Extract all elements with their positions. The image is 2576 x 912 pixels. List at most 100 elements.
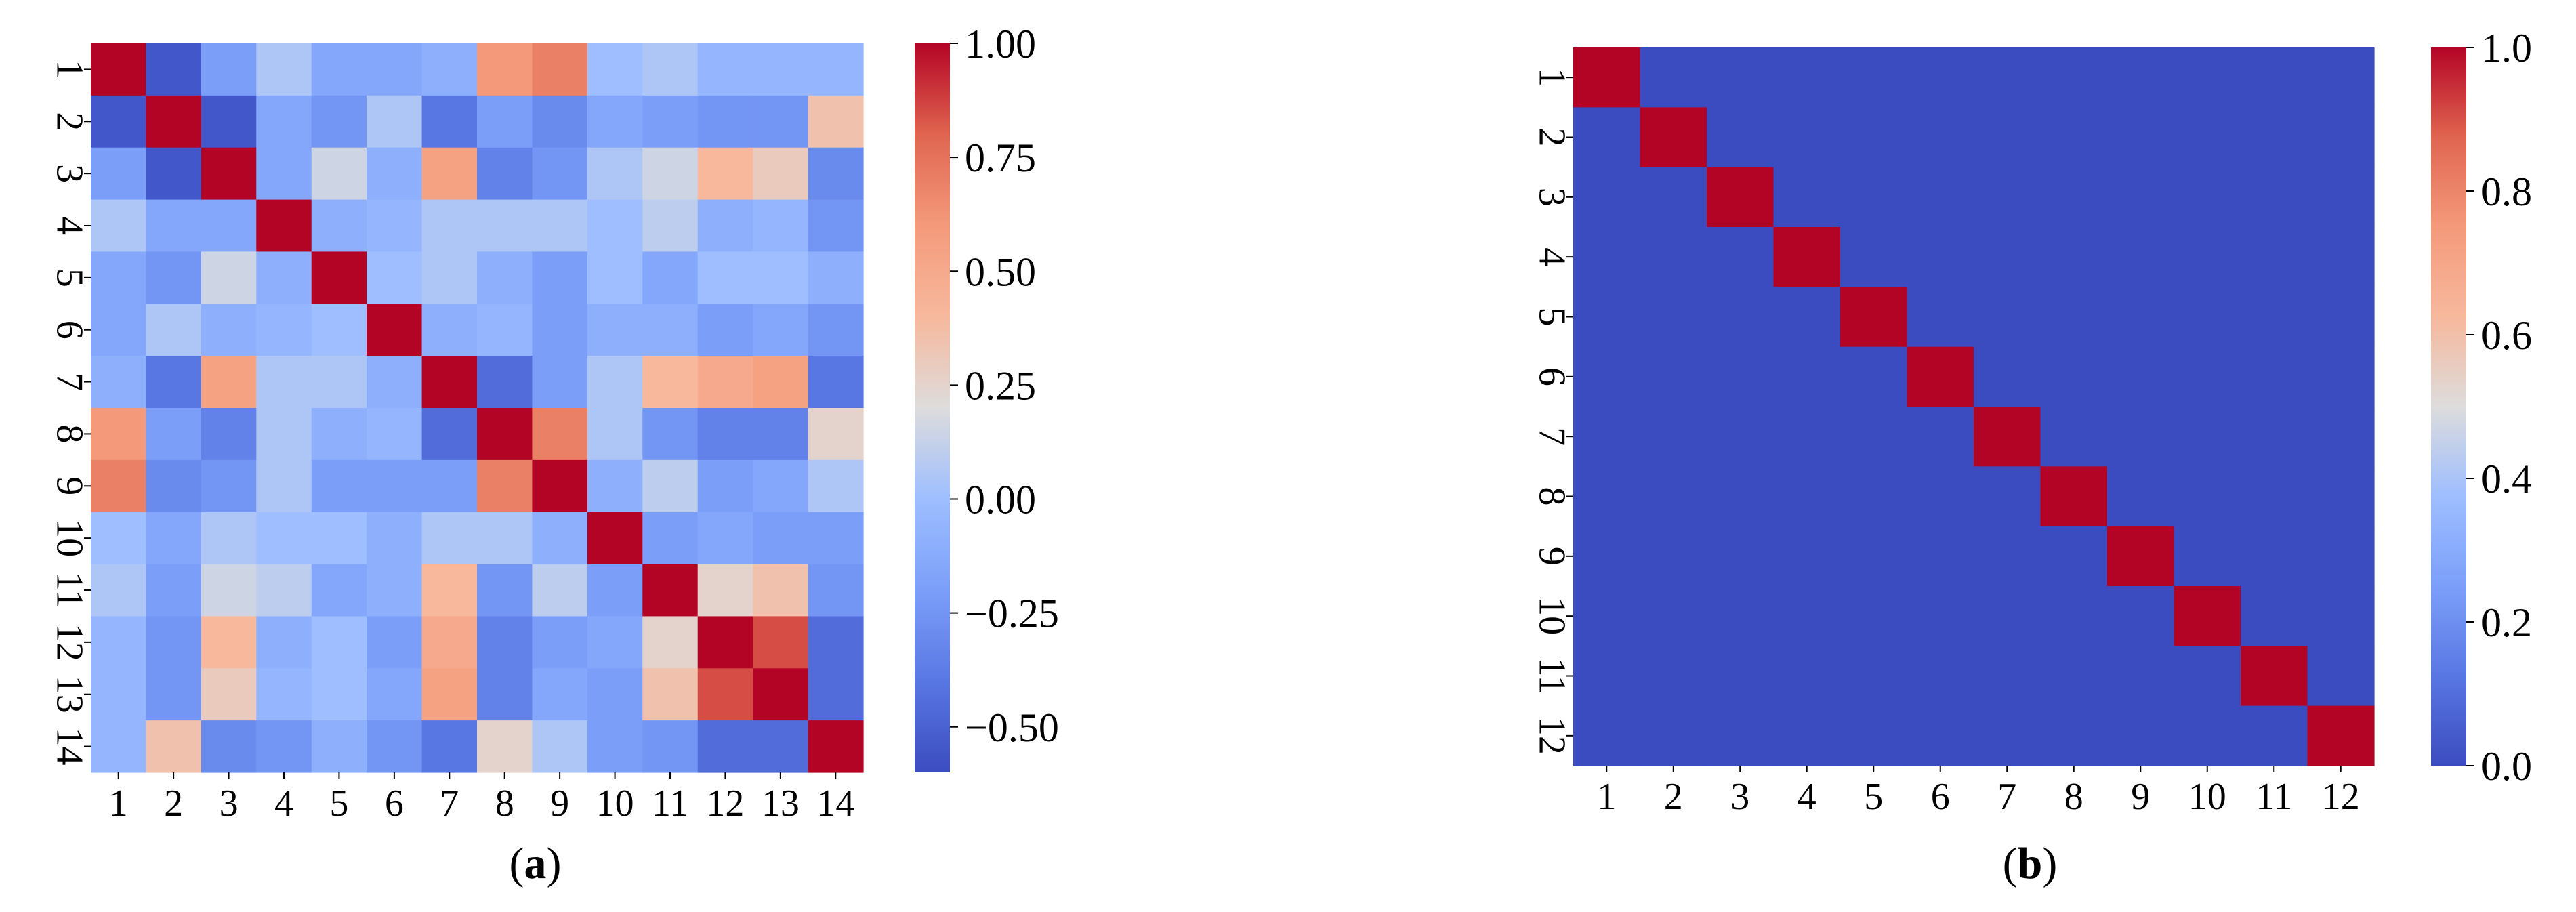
heatmap-cell	[201, 251, 257, 304]
heatmap-cell	[2107, 167, 2175, 228]
heatmap-cell	[256, 251, 312, 304]
heatmap-cell	[146, 199, 202, 253]
heatmap-cell	[201, 43, 257, 96]
heatmap-cell	[2174, 167, 2241, 228]
heatmap-cell	[808, 564, 864, 617]
heatmap-cell	[808, 43, 864, 96]
y-tick-label: 12	[48, 623, 90, 661]
heatmap-cell	[256, 147, 312, 201]
heatmap-cell	[421, 199, 478, 253]
heatmap-cell	[2107, 407, 2175, 467]
heatmap-cell	[421, 720, 478, 773]
heatmap-cell	[2174, 705, 2241, 766]
heatmap-cell	[1573, 107, 1641, 168]
heatmap-cell	[146, 408, 202, 461]
heatmap-cell	[2174, 107, 2241, 168]
heatmap-cell	[367, 95, 423, 148]
heatmap-cell	[753, 95, 809, 148]
heatmap-cell	[2107, 227, 2175, 287]
heatmap-cell	[697, 251, 753, 304]
heatmap-cell	[753, 616, 809, 669]
heatmap-cell	[753, 564, 809, 617]
heatmap-cell	[697, 459, 753, 513]
y-tick-label: 1	[1531, 68, 1573, 87]
heatmap-cell	[2241, 107, 2308, 168]
heatmap-cell	[1907, 227, 1974, 287]
heatmap-cell	[808, 251, 864, 304]
x-tick-label: 1	[1597, 776, 1616, 818]
y-tick-label: 3	[48, 164, 90, 183]
heatmap-cell	[587, 512, 643, 565]
heatmap-cell	[1974, 227, 2041, 287]
heatmap-cell	[2241, 646, 2308, 707]
heatmap-cell	[1974, 407, 2041, 467]
heatmap-cell	[642, 43, 699, 96]
heatmap-cell	[532, 304, 588, 356]
heatmap-cell	[201, 616, 257, 669]
heatmap-cell	[311, 147, 367, 201]
heatmap-cell	[91, 251, 147, 304]
heatmap-cell	[1573, 646, 1641, 707]
heatmap-cell	[587, 564, 643, 617]
heatmap-cell	[256, 43, 312, 96]
heatmap-cell	[2241, 466, 2308, 527]
y-tick-label: 2	[1531, 128, 1573, 147]
heatmap-cell	[1907, 646, 1974, 707]
heatmap-cell	[587, 43, 643, 96]
x-tick-label: 5	[1864, 776, 1883, 818]
heatmap-cell	[532, 512, 588, 565]
heatmap-cell	[2040, 287, 2108, 348]
heatmap-cell	[1907, 407, 1974, 467]
heatmap-cell	[2241, 705, 2308, 766]
heatmap-cell	[146, 43, 202, 96]
heatmap-cell	[642, 616, 699, 669]
heatmap-cell	[697, 668, 753, 721]
y-tick-label: 8	[1531, 487, 1573, 506]
y-tick-label: 4	[1531, 247, 1573, 266]
heatmap-cell	[1640, 705, 1707, 766]
heatmap-cell	[477, 564, 533, 617]
heatmap-cell	[697, 95, 753, 148]
x-tick-label: 7	[1997, 776, 2016, 818]
heatmap-cell	[421, 356, 478, 409]
heatmap-cell	[2241, 287, 2308, 348]
colorbar-tick-label: 1.0	[2481, 26, 2532, 70]
heatmap-cell	[697, 147, 753, 201]
heatmap-cell	[1907, 526, 1974, 587]
heatmap-cell	[91, 720, 147, 773]
heatmap-cell	[2241, 586, 2308, 646]
heatmap-cell	[201, 356, 257, 409]
heatmap-cell	[477, 408, 533, 461]
heatmap-cell	[367, 304, 423, 356]
heatmap-cell	[311, 251, 367, 304]
heatmap-cell	[2107, 107, 2175, 168]
heatmap-cell	[421, 251, 478, 304]
heatmap-cell	[808, 408, 864, 461]
heatmap-cell	[532, 668, 588, 721]
heatmap-cell	[477, 199, 533, 253]
y-tick-label: 1	[48, 60, 90, 79]
heatmap-cell	[421, 304, 478, 356]
heatmap-cell	[532, 459, 588, 513]
colorbar-tick-label: 0.25	[965, 363, 1036, 408]
heatmap-cell	[697, 564, 753, 617]
heatmap-cell	[477, 251, 533, 304]
heatmap-cell	[91, 43, 147, 96]
heatmap-cell	[642, 147, 699, 201]
heatmap-cell	[587, 459, 643, 513]
heatmap-cell	[91, 304, 147, 356]
heatmap-cell	[1840, 407, 1908, 467]
heatmap-cell	[1707, 407, 1774, 467]
heatmap-cell	[2040, 167, 2108, 228]
heatmap-cell	[2040, 705, 2108, 766]
heatmap-cell	[587, 199, 643, 253]
heatmap-cell	[201, 459, 257, 513]
heatmap-cell	[2107, 586, 2175, 646]
heatmap-cell	[2040, 227, 2108, 287]
colorbar-tick-label: −0.50	[965, 705, 1059, 750]
heatmap-cell	[2040, 526, 2108, 587]
heatmap-cell	[808, 668, 864, 721]
heatmap-cell	[532, 43, 588, 96]
heatmap-cell	[477, 720, 533, 773]
